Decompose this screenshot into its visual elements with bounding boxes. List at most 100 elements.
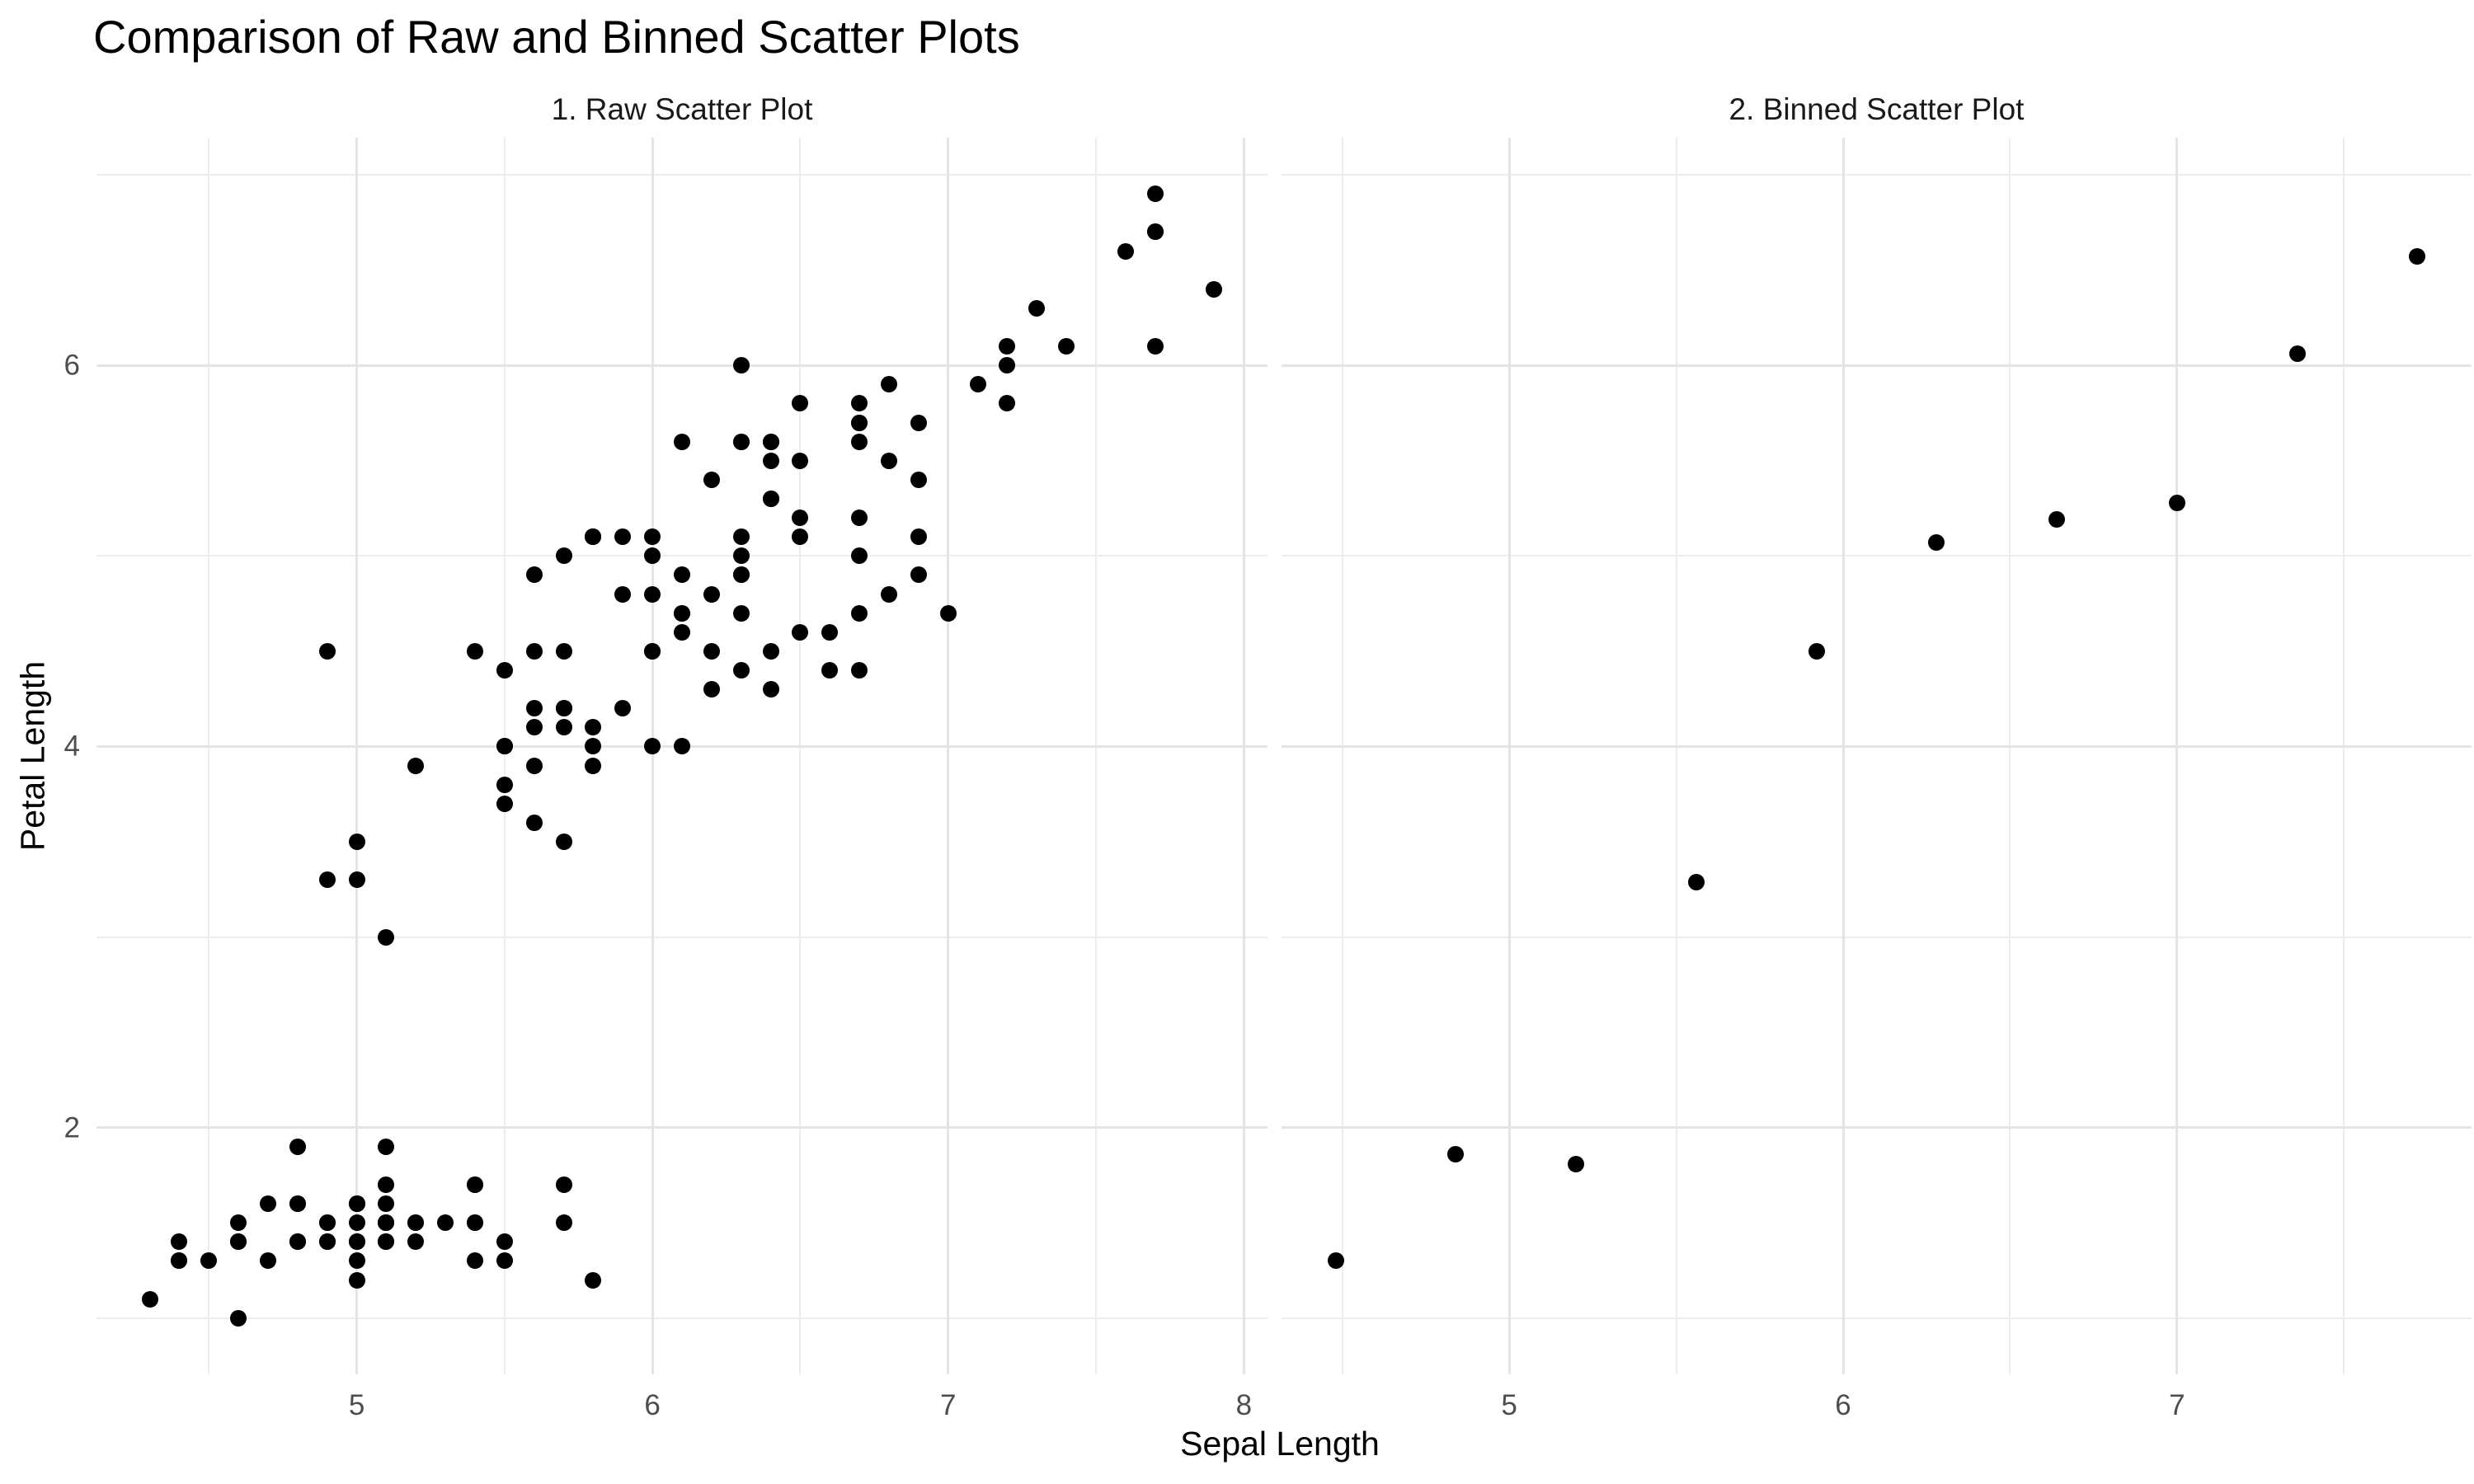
- data-point: [1327, 1252, 1344, 1270]
- grid-minor-y-7: [96, 174, 1268, 176]
- data-point: [555, 642, 572, 660]
- data-point: [1568, 1155, 1585, 1172]
- data-point: [585, 757, 602, 774]
- x-tick-label-7: 7: [2169, 1389, 2185, 1421]
- grid-major-x-6: [651, 138, 654, 1374]
- data-point: [555, 1214, 572, 1232]
- data-point: [525, 719, 543, 736]
- data-point: [437, 1214, 454, 1232]
- data-point: [378, 1233, 395, 1251]
- data-point: [585, 719, 602, 736]
- data-point: [732, 547, 750, 565]
- data-point: [1206, 280, 1223, 298]
- data-point: [821, 661, 839, 679]
- data-point: [703, 642, 720, 660]
- data-point: [496, 1252, 513, 1270]
- data-point: [732, 357, 750, 374]
- data-point: [792, 528, 809, 546]
- data-point: [496, 738, 513, 755]
- grid-minor-y-3: [1282, 936, 2472, 938]
- data-point: [230, 1309, 247, 1327]
- grid-major-y-4: [1282, 744, 2472, 748]
- x-tick-label-6: 6: [644, 1389, 661, 1421]
- data-point: [318, 1214, 336, 1232]
- data-point: [555, 719, 572, 736]
- grid-minor-y-7: [1282, 174, 2472, 176]
- data-point: [881, 376, 897, 393]
- data-point: [674, 623, 690, 641]
- data-point: [496, 661, 513, 679]
- grid-minor-y-5: [1282, 555, 2472, 557]
- data-point: [171, 1233, 188, 1251]
- grid-major-x-5: [355, 138, 359, 1374]
- data-point: [141, 1290, 158, 1308]
- data-point: [466, 642, 483, 660]
- panel-raw-scatter: [96, 138, 1268, 1374]
- data-point: [525, 757, 543, 774]
- data-point: [348, 1233, 365, 1251]
- data-point: [348, 871, 365, 889]
- data-point: [762, 490, 779, 507]
- data-point: [555, 700, 572, 717]
- data-point: [2409, 248, 2426, 265]
- data-point: [289, 1233, 306, 1251]
- data-point: [525, 642, 543, 660]
- x-tick-label-8: 8: [1235, 1389, 1253, 1421]
- grid-minor-x-5.5: [503, 138, 506, 1374]
- facet-label-binned-scatter: 2. Binned Scatter Plot: [1729, 92, 2025, 126]
- data-point: [259, 1195, 276, 1213]
- data-point: [230, 1233, 247, 1251]
- grid-minor-x-7.5: [2343, 138, 2345, 1374]
- data-point: [496, 795, 513, 812]
- grid-minor-x-4.5: [1341, 138, 1343, 1374]
- data-point: [851, 395, 868, 412]
- data-point: [762, 452, 779, 469]
- grid-minor-y-1: [96, 1317, 1268, 1319]
- data-point: [851, 661, 868, 679]
- data-point: [732, 661, 750, 679]
- data-point: [762, 681, 779, 698]
- data-point: [259, 1252, 276, 1270]
- data-point: [969, 376, 986, 393]
- y-tick-label-6: 6: [63, 349, 80, 382]
- data-point: [466, 1214, 483, 1232]
- data-point: [1928, 534, 1945, 552]
- plot-title: Comparison of Raw and Binned Scatter Plo…: [93, 11, 1020, 63]
- data-point: [999, 338, 1016, 355]
- data-point: [407, 1214, 425, 1232]
- data-point: [585, 1271, 602, 1289]
- grid-minor-x-7.5: [1095, 138, 1098, 1374]
- data-point: [378, 928, 395, 946]
- grid-minor-x-6.5: [2009, 138, 2011, 1374]
- data-point: [703, 585, 720, 603]
- data-point: [585, 738, 602, 755]
- data-point: [1447, 1146, 1465, 1163]
- data-point: [378, 1176, 395, 1194]
- data-point: [792, 623, 809, 641]
- data-point: [851, 414, 868, 431]
- facet-label-raw-scatter: 1. Raw Scatter Plot: [551, 92, 813, 126]
- data-point: [1146, 338, 1164, 355]
- data-point: [318, 642, 336, 660]
- data-point: [910, 566, 927, 584]
- data-point: [614, 700, 632, 717]
- panel-binned-scatter: [1282, 138, 2472, 1374]
- data-point: [674, 738, 690, 755]
- data-point: [939, 604, 957, 622]
- data-point: [732, 566, 750, 584]
- data-point: [348, 1252, 365, 1270]
- data-point: [2168, 494, 2185, 511]
- data-point: [644, 642, 661, 660]
- grid-major-y-2: [1282, 1126, 2472, 1129]
- data-point: [200, 1252, 218, 1270]
- data-point: [318, 1233, 336, 1251]
- data-point: [2288, 345, 2306, 363]
- data-point: [348, 1214, 365, 1232]
- x-tick-label-5: 5: [1501, 1389, 1517, 1421]
- grid-major-x-7: [2175, 138, 2179, 1374]
- data-point: [555, 1176, 572, 1194]
- data-point: [614, 585, 632, 603]
- data-point: [732, 528, 750, 546]
- data-point: [644, 585, 661, 603]
- data-point: [585, 528, 602, 546]
